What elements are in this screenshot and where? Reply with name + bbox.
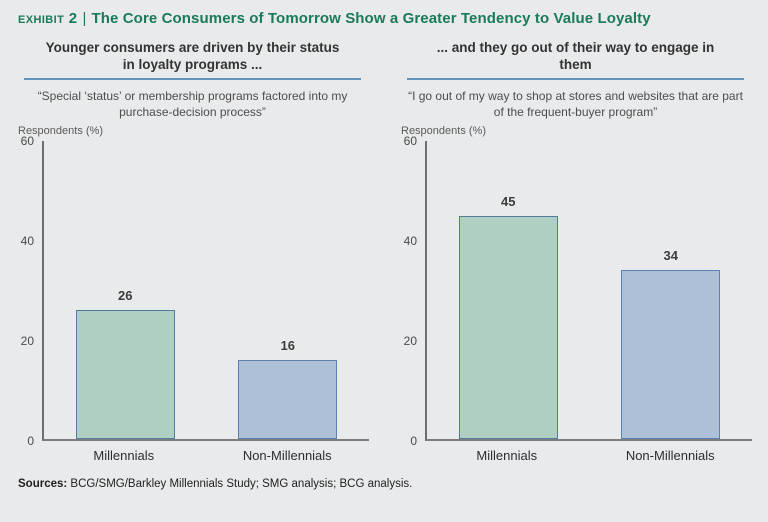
y-tick-label: 60: [20, 134, 34, 149]
bar-value-label: 45: [501, 193, 516, 209]
y-tick-label: 60: [403, 134, 417, 149]
bar-millennials: [458, 215, 558, 440]
bar-value-label: 26: [118, 288, 133, 304]
left-chart-panel: Younger consumers are driven by their st…: [16, 40, 369, 463]
exhibit-number-label: Exhibit 2: [18, 10, 78, 27]
bar-cell: 34: [590, 141, 753, 440]
exhibit-title-text: The Core Consumers of Tomorrow Show a Gr…: [91, 10, 651, 27]
bar-wrap: 34: [621, 248, 721, 440]
bar-value-label: 16: [280, 337, 295, 353]
category-labels: Millennials Non-Millennials: [42, 448, 369, 463]
bar-non-millennials: [621, 270, 721, 440]
category-label: Non-Millennials: [242, 448, 332, 464]
y-tick-label: 0: [410, 434, 417, 449]
plot-area: 26 16: [42, 141, 370, 442]
y-axis-ticks: 60 40 20 0: [16, 134, 42, 448]
bar-wrap: 16: [238, 338, 338, 440]
category-label: Millennials: [93, 448, 155, 464]
category-labels: Millennials Non-Millennials: [425, 448, 752, 463]
panel-divider-line: [407, 78, 744, 80]
chart-panels: Younger consumers are driven by their st…: [0, 40, 768, 463]
bar-non-millennials: [238, 359, 338, 440]
category-label: Non-Millennials: [625, 448, 715, 464]
panel-subtitle: “I go out of my way to shop at stores an…: [408, 89, 743, 119]
panel-subtitle: “Special ‘status’ or membership programs…: [37, 89, 348, 119]
y-tick-label: 20: [403, 334, 417, 349]
panel-title: ... and they go out of their way to enga…: [436, 40, 715, 72]
panel-divider-line: [24, 78, 361, 80]
y-tick-label: 40: [20, 234, 34, 249]
right-chart-panel: ... and they go out of their way to enga…: [399, 40, 752, 463]
category-label: Millennials: [476, 448, 538, 464]
bar-cell: 16: [207, 141, 370, 440]
y-tick-label: 20: [20, 334, 34, 349]
bar-millennials: [75, 310, 175, 440]
y-axis-title: Respondents (%): [18, 125, 103, 138]
bar-wrap: 26: [75, 288, 175, 440]
sources-line: Sources: BCG/SMG/Barkley Millennials Stu…: [18, 478, 752, 490]
sources-text: BCG/SMG/Barkley Millennials Study; SMG a…: [67, 478, 413, 491]
title-separator: |: [82, 10, 87, 27]
bar-value-label: 34: [663, 248, 678, 264]
panel-title: Younger consumers are driven by their st…: [45, 40, 340, 72]
bar-chart: 60 40 20 0 45 34: [399, 134, 753, 448]
y-axis-title: Respondents (%): [401, 125, 486, 138]
bar-cell: 26: [44, 141, 207, 440]
exhibit-title: Exhibit 2 | The Core Consumers of Tomorrow…: [18, 10, 768, 27]
y-tick-label: 0: [27, 434, 34, 449]
bar-wrap: 45: [458, 194, 558, 440]
sources-label: Sources:: [18, 478, 68, 491]
plot-area: 45 34: [425, 141, 753, 442]
bar-chart: 60 40 20 0 26 16: [16, 134, 370, 448]
y-tick-label: 40: [403, 234, 417, 249]
bar-cell: 45: [427, 141, 590, 440]
y-axis-ticks: 60 40 20 0: [399, 134, 425, 448]
